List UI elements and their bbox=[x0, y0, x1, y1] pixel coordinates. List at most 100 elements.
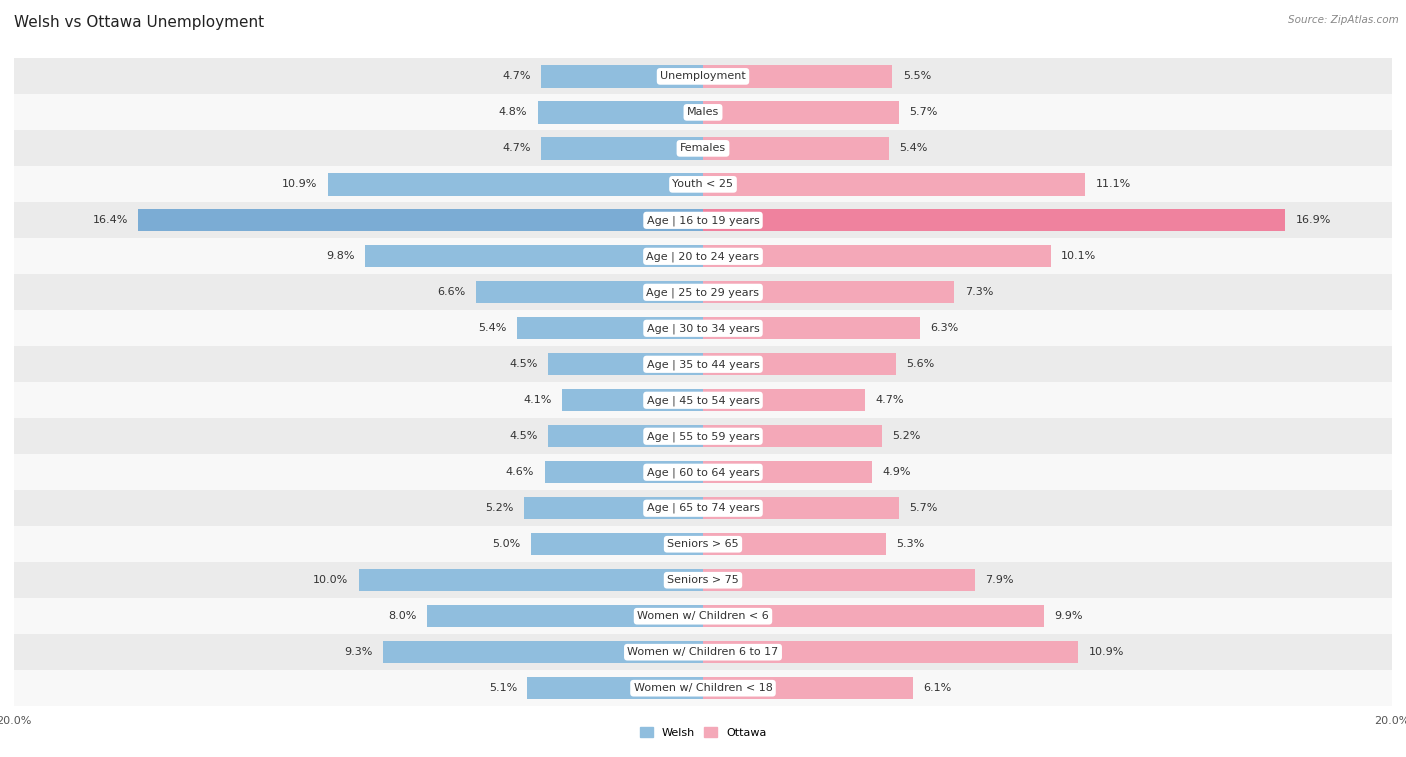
Text: 4.5%: 4.5% bbox=[509, 431, 537, 441]
Text: Unemployment: Unemployment bbox=[661, 71, 745, 82]
Text: 5.1%: 5.1% bbox=[489, 683, 517, 693]
Text: Age | 65 to 74 years: Age | 65 to 74 years bbox=[647, 503, 759, 513]
Bar bbox=[14, 310, 1392, 346]
Bar bbox=[703, 533, 886, 556]
Bar bbox=[541, 137, 703, 160]
Bar bbox=[382, 641, 703, 663]
Bar bbox=[328, 173, 703, 195]
Bar bbox=[703, 389, 865, 412]
Text: 4.9%: 4.9% bbox=[882, 467, 911, 477]
Bar bbox=[703, 281, 955, 304]
Text: Age | 45 to 54 years: Age | 45 to 54 years bbox=[647, 395, 759, 406]
Bar bbox=[366, 245, 703, 267]
Text: Age | 20 to 24 years: Age | 20 to 24 years bbox=[647, 251, 759, 262]
Text: Age | 16 to 19 years: Age | 16 to 19 years bbox=[647, 215, 759, 226]
Text: 5.4%: 5.4% bbox=[478, 323, 506, 333]
Bar bbox=[517, 317, 703, 339]
Bar bbox=[14, 130, 1392, 167]
Text: 5.7%: 5.7% bbox=[910, 503, 938, 513]
Bar bbox=[703, 497, 900, 519]
Text: Age | 30 to 34 years: Age | 30 to 34 years bbox=[647, 323, 759, 334]
Bar bbox=[541, 65, 703, 88]
Text: 6.1%: 6.1% bbox=[924, 683, 952, 693]
Text: Age | 60 to 64 years: Age | 60 to 64 years bbox=[647, 467, 759, 478]
Bar bbox=[703, 425, 882, 447]
Bar bbox=[562, 389, 703, 412]
Bar bbox=[14, 634, 1392, 670]
Bar bbox=[14, 274, 1392, 310]
Bar bbox=[703, 173, 1085, 195]
Bar bbox=[427, 605, 703, 628]
Text: 9.8%: 9.8% bbox=[326, 251, 356, 261]
Text: Welsh vs Ottawa Unemployment: Welsh vs Ottawa Unemployment bbox=[14, 15, 264, 30]
Bar bbox=[548, 353, 703, 375]
Bar bbox=[14, 167, 1392, 202]
Text: Women w/ Children < 6: Women w/ Children < 6 bbox=[637, 611, 769, 621]
Bar bbox=[14, 670, 1392, 706]
Text: 10.0%: 10.0% bbox=[314, 575, 349, 585]
Text: 9.3%: 9.3% bbox=[344, 647, 373, 657]
Text: 7.3%: 7.3% bbox=[965, 288, 993, 298]
Text: Youth < 25: Youth < 25 bbox=[672, 179, 734, 189]
Text: 4.1%: 4.1% bbox=[523, 395, 551, 405]
Bar bbox=[14, 202, 1392, 238]
Bar bbox=[703, 137, 889, 160]
Text: Females: Females bbox=[681, 143, 725, 154]
Bar bbox=[14, 382, 1392, 419]
Text: Source: ZipAtlas.com: Source: ZipAtlas.com bbox=[1288, 15, 1399, 25]
Bar bbox=[703, 605, 1045, 628]
Text: 10.9%: 10.9% bbox=[1088, 647, 1125, 657]
Bar bbox=[703, 677, 912, 699]
Bar bbox=[14, 526, 1392, 562]
Text: 5.5%: 5.5% bbox=[903, 71, 931, 82]
Text: Age | 35 to 44 years: Age | 35 to 44 years bbox=[647, 359, 759, 369]
Text: 4.7%: 4.7% bbox=[502, 71, 531, 82]
Text: 4.5%: 4.5% bbox=[509, 360, 537, 369]
Text: Seniors > 65: Seniors > 65 bbox=[668, 539, 738, 550]
Bar bbox=[527, 677, 703, 699]
Text: 4.7%: 4.7% bbox=[875, 395, 904, 405]
Text: Age | 55 to 59 years: Age | 55 to 59 years bbox=[647, 431, 759, 441]
Text: 6.6%: 6.6% bbox=[437, 288, 465, 298]
Bar bbox=[548, 425, 703, 447]
Text: 4.7%: 4.7% bbox=[502, 143, 531, 154]
Text: 16.9%: 16.9% bbox=[1295, 215, 1331, 226]
Text: 6.3%: 6.3% bbox=[931, 323, 959, 333]
Text: 5.2%: 5.2% bbox=[893, 431, 921, 441]
Bar bbox=[703, 353, 896, 375]
Bar bbox=[703, 209, 1285, 232]
Bar bbox=[703, 569, 976, 591]
Bar bbox=[703, 641, 1078, 663]
Bar bbox=[703, 245, 1050, 267]
Text: 5.2%: 5.2% bbox=[485, 503, 513, 513]
Bar bbox=[475, 281, 703, 304]
Bar bbox=[703, 65, 893, 88]
Text: 9.9%: 9.9% bbox=[1054, 611, 1083, 621]
Bar bbox=[14, 95, 1392, 130]
Bar bbox=[14, 454, 1392, 491]
Text: Seniors > 75: Seniors > 75 bbox=[666, 575, 740, 585]
Text: Women w/ Children 6 to 17: Women w/ Children 6 to 17 bbox=[627, 647, 779, 657]
Text: 5.0%: 5.0% bbox=[492, 539, 520, 550]
Text: 11.1%: 11.1% bbox=[1095, 179, 1130, 189]
Bar bbox=[14, 58, 1392, 95]
Bar bbox=[14, 562, 1392, 598]
Bar bbox=[14, 491, 1392, 526]
Bar bbox=[531, 533, 703, 556]
Text: 5.6%: 5.6% bbox=[907, 360, 935, 369]
Bar bbox=[544, 461, 703, 484]
Bar bbox=[537, 101, 703, 123]
Bar bbox=[703, 317, 920, 339]
Bar bbox=[138, 209, 703, 232]
Bar bbox=[703, 101, 900, 123]
Text: Age | 25 to 29 years: Age | 25 to 29 years bbox=[647, 287, 759, 298]
Text: 10.1%: 10.1% bbox=[1062, 251, 1097, 261]
Text: 4.6%: 4.6% bbox=[506, 467, 534, 477]
Legend: Welsh, Ottawa: Welsh, Ottawa bbox=[636, 723, 770, 743]
Bar bbox=[524, 497, 703, 519]
Bar bbox=[14, 598, 1392, 634]
Text: 5.7%: 5.7% bbox=[910, 107, 938, 117]
Text: Women w/ Children < 18: Women w/ Children < 18 bbox=[634, 683, 772, 693]
Text: 10.9%: 10.9% bbox=[281, 179, 318, 189]
Bar bbox=[14, 346, 1392, 382]
